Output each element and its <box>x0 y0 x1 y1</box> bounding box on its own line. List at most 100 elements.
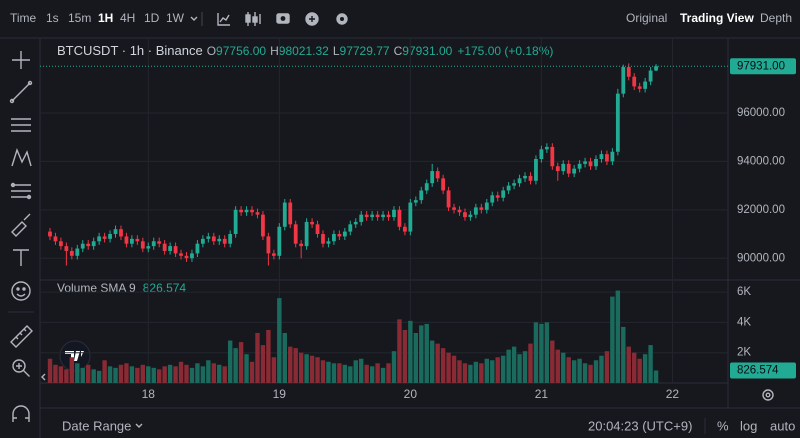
add-icon[interactable] <box>305 12 319 26</box>
interval-button[interactable]: 15m <box>68 11 91 25</box>
volume-bar <box>610 296 615 383</box>
date-range[interactable]: Date Range <box>62 418 131 433</box>
volume-bar <box>162 366 167 383</box>
scale-option[interactable]: log <box>740 418 757 433</box>
zoom-tool[interactable] <box>12 359 30 377</box>
volume-sma: 826.574 <box>143 281 187 295</box>
candle-body <box>91 241 96 247</box>
indicator-icon[interactable] <box>217 13 230 26</box>
magnet-tool[interactable] <box>12 405 30 422</box>
candle-body <box>583 161 587 164</box>
emoji-tool[interactable] <box>11 281 31 301</box>
volume-bar <box>184 364 189 383</box>
crosshair-tool[interactable] <box>12 51 30 69</box>
interval-button[interactable]: 4H <box>120 11 135 25</box>
view-tab[interactable]: Trading View <box>680 11 754 25</box>
candle-body <box>59 241 63 247</box>
candle-body <box>463 212 467 218</box>
candle-body <box>610 151 615 162</box>
candle-body <box>561 163 566 172</box>
volume-bar <box>298 352 304 383</box>
symbol-legend: BTCUSDT · 1h · Binance O97756.00 H98021.32… <box>57 43 553 58</box>
candle-body <box>168 246 173 251</box>
candle-body <box>490 195 495 203</box>
volume-bar <box>430 340 435 383</box>
volume-tick-label: 2K <box>737 347 751 359</box>
volume-legend: Volume SMA 9 826.574 <box>57 281 186 295</box>
volume-bar <box>337 363 342 383</box>
candle-body <box>162 243 167 251</box>
last-volume-box <box>730 362 796 379</box>
tradingview-logo[interactable] <box>59 340 91 372</box>
interval-button[interactable]: 1D <box>144 11 160 25</box>
volume-bar <box>506 349 511 383</box>
projection-tool[interactable] <box>10 182 32 200</box>
candle-body <box>255 212 260 215</box>
interval-dropdown[interactable] <box>190 16 198 21</box>
candle-body <box>222 238 227 244</box>
candle-body <box>632 76 637 87</box>
volume-bar <box>615 290 621 383</box>
volume-bar <box>113 367 118 383</box>
view-tab[interactable]: Depth <box>760 11 792 25</box>
volume-bar <box>517 354 522 383</box>
candle-body <box>621 67 626 94</box>
candle-body <box>200 238 205 244</box>
candle-body <box>326 241 331 244</box>
scroll-left[interactable] <box>41 373 46 381</box>
volume-bar <box>473 361 479 383</box>
candle-body <box>48 231 52 237</box>
interval-button[interactable]: 1s <box>46 11 59 25</box>
volume-bar <box>277 298 282 383</box>
volume-bar <box>342 364 348 383</box>
candle-body <box>228 234 233 244</box>
ruler-tool[interactable] <box>10 325 33 348</box>
volume-bar <box>200 366 206 383</box>
volume-bar <box>348 366 353 383</box>
candle-body <box>484 202 489 210</box>
pattern-tool[interactable] <box>11 147 32 167</box>
volume-bar <box>282 332 287 383</box>
candle-body <box>643 81 648 89</box>
interval-button[interactable]: 1W <box>166 11 185 25</box>
date-range-dropdown[interactable] <box>135 423 143 428</box>
volume-bar <box>369 366 375 383</box>
candle-body <box>140 241 145 249</box>
scale-option[interactable]: % <box>717 418 729 433</box>
candle-body <box>75 248 80 256</box>
candle-body <box>119 229 123 237</box>
candle-body <box>424 183 429 191</box>
candle-body <box>217 238 222 242</box>
candle-body <box>321 234 325 244</box>
screenshot-icon[interactable] <box>276 13 290 24</box>
y-tick-label: 94000.00 <box>737 155 785 167</box>
y-tick-label: 92000.00 <box>737 204 785 216</box>
volume-bar <box>96 370 102 383</box>
ohlc-label: O <box>207 44 216 58</box>
last-price-label: 97931.00 <box>737 60 785 72</box>
candle-style-icon[interactable] <box>245 12 261 26</box>
candle-body <box>566 163 571 174</box>
text-tool[interactable] <box>13 249 29 266</box>
settings-icon[interactable] <box>336 13 348 25</box>
candle-body <box>473 207 478 215</box>
ohlc-value: 98021.32 <box>279 44 329 58</box>
view-tab[interactable]: Original <box>626 11 667 25</box>
volume-bar <box>621 326 626 383</box>
scale-option[interactable]: auto <box>770 418 795 433</box>
candle-body <box>381 214 385 218</box>
candle-body <box>370 214 375 218</box>
brush-tool[interactable] <box>11 213 31 237</box>
candle-body <box>135 238 140 242</box>
candle-body <box>430 171 435 184</box>
trendline-tool[interactable] <box>9 80 33 104</box>
volume-bar <box>397 319 402 383</box>
chart-settings[interactable] <box>762 389 774 401</box>
horizontal-lines-tool[interactable] <box>11 118 31 132</box>
interval-button[interactable]: 1H <box>98 11 113 25</box>
candle-body <box>353 221 358 225</box>
candle-body <box>544 146 549 150</box>
volume-bar <box>227 340 233 383</box>
candle-body <box>244 209 249 213</box>
